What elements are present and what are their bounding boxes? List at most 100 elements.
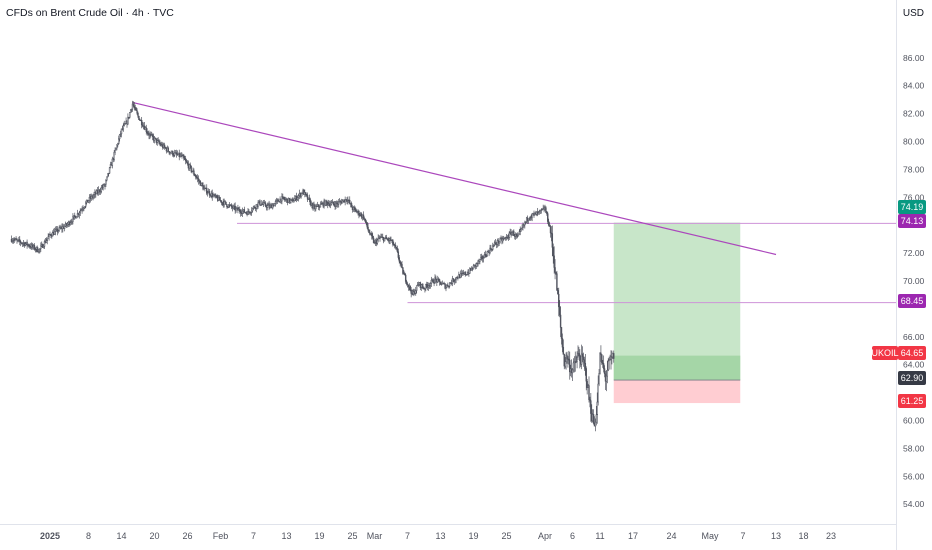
candle-body (85, 202, 87, 207)
candle-body (63, 226, 66, 229)
candle-body (356, 211, 358, 213)
candle-body (440, 283, 443, 286)
price-axis-label: 58.00 (903, 443, 925, 453)
candle-body (131, 103, 134, 110)
time-axis-label: 13 (281, 531, 291, 541)
candle-body (613, 353, 615, 359)
time-axis-label: 2025 (40, 531, 60, 541)
plot-area[interactable] (10, 100, 896, 432)
candle-body (586, 380, 588, 388)
candle-body (10, 238, 13, 242)
currency-label[interactable]: USD (902, 8, 924, 19)
candle-body (13, 239, 15, 241)
candle-body (92, 195, 94, 198)
candle-body (600, 352, 602, 355)
candle-body (53, 231, 56, 235)
candle-body (541, 208, 543, 211)
candle-body (540, 209, 543, 211)
candle-body (127, 116, 129, 125)
candle-body (78, 212, 81, 215)
price-tag-74-19: 74.19 (898, 200, 926, 214)
candle-body (93, 194, 95, 197)
candle-body (556, 273, 558, 291)
candle-body (437, 278, 439, 283)
candle-body (243, 209, 246, 213)
profit-zone[interactable] (613, 222, 741, 381)
candle-body (525, 221, 527, 223)
candle-body (507, 237, 510, 239)
candle-body (309, 199, 312, 206)
candle-body (113, 152, 115, 160)
candle-body (38, 249, 40, 253)
candle-body (548, 224, 551, 227)
candle-body (547, 221, 550, 226)
candle-body (554, 267, 556, 273)
candle-body (584, 362, 587, 369)
candle-body (459, 273, 462, 278)
time-axis-label: 11 (595, 531, 604, 541)
price-tag-bg (898, 214, 926, 228)
candle-body (308, 197, 311, 200)
candle-body (610, 356, 612, 360)
candle-body (516, 235, 519, 237)
candle-body (42, 246, 45, 248)
candle-body (107, 172, 110, 175)
candle-body (480, 257, 482, 260)
candle-body (426, 283, 428, 286)
candle-body (145, 127, 147, 132)
candle-body (326, 200, 328, 203)
candle-body (557, 290, 559, 295)
candle-body (159, 142, 161, 145)
candle-body (69, 222, 71, 225)
candle-body (575, 361, 577, 364)
candle-body (330, 202, 333, 205)
candle-body (569, 359, 571, 373)
candle-body (531, 213, 533, 218)
profit-zone-filled (613, 355, 741, 381)
candle-body (585, 368, 587, 382)
candle-body (195, 175, 197, 178)
candle-body (34, 248, 37, 251)
candle-body (300, 192, 302, 197)
candle-body (395, 247, 398, 249)
trendline[interactable] (132, 101, 777, 256)
candle-body (196, 177, 199, 179)
candle-body (247, 210, 249, 216)
candle-body (389, 238, 391, 241)
candle-body (226, 204, 228, 207)
candle-body (485, 255, 488, 258)
candle-body (41, 244, 44, 248)
candle-body (533, 213, 535, 215)
candle-body (489, 247, 491, 254)
candle-body (422, 286, 424, 289)
candle-body (475, 263, 477, 267)
candle-body (401, 264, 403, 268)
candle-body (248, 210, 250, 213)
candle-body (135, 107, 137, 111)
candle-body (24, 243, 26, 246)
candle-body (235, 208, 237, 211)
candle-body (332, 201, 334, 205)
candle-body (99, 191, 102, 193)
candle-body (424, 288, 426, 290)
price-axis[interactable]: 86.00 84.00 82.00 80.00 78.00 76.00 72.00 70.00… (903, 53, 925, 509)
candle-body (66, 223, 69, 226)
time-axis[interactable]: 2025 8 14 20 26 Feb 7 13 19 25 Mar 7 13 19 25 Apr 6 11 17 2… (40, 531, 836, 541)
candle-body (335, 202, 337, 207)
candle-body (409, 285, 411, 291)
candle-body (362, 214, 365, 219)
candle-body (415, 285, 418, 291)
candle-body (568, 358, 570, 361)
candle-body (519, 229, 521, 232)
candle-body (241, 210, 244, 214)
time-axis-label: 7 (251, 531, 256, 541)
candle-body (239, 209, 241, 212)
time-axis-label: 7 (740, 531, 745, 541)
candle-body (341, 200, 344, 204)
candle-body (75, 216, 78, 219)
candle-body (366, 222, 368, 228)
candle-body (499, 238, 501, 243)
loss-zone[interactable] (613, 380, 741, 404)
candle-body (50, 234, 52, 237)
